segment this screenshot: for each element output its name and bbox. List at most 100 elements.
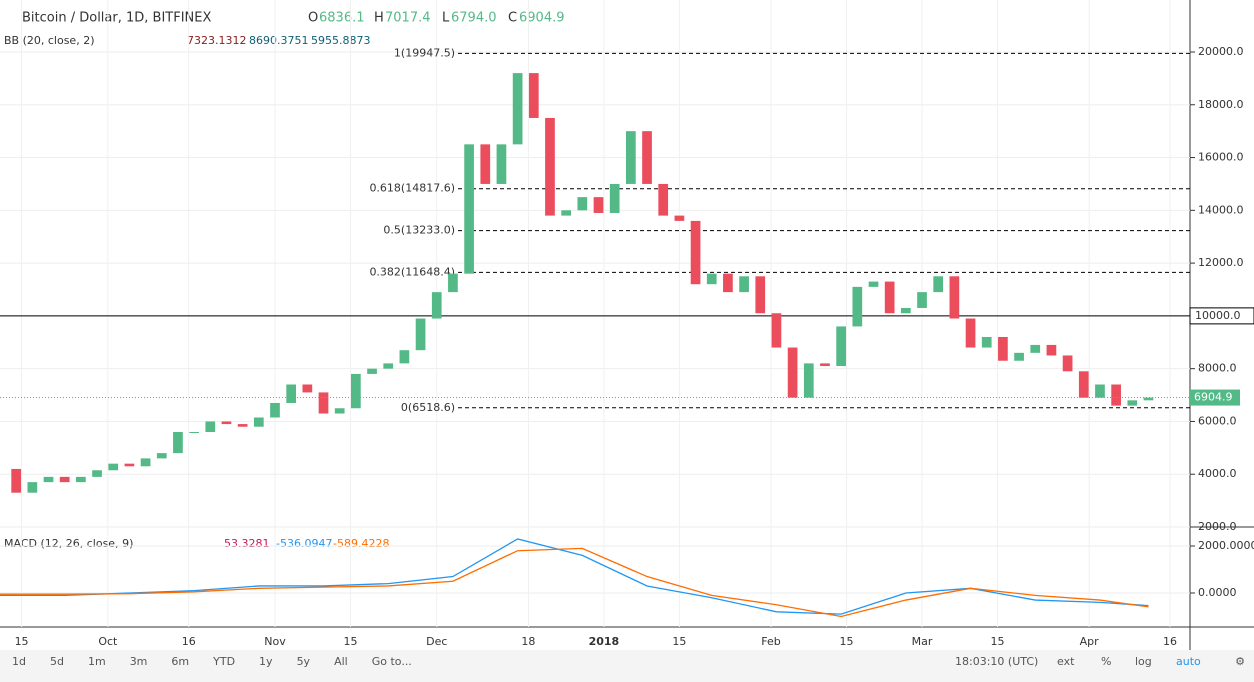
candle (771, 313, 782, 348)
candle (1014, 352, 1024, 361)
candle (431, 292, 442, 319)
option-button[interactable]: % (1101, 655, 1111, 668)
range-button[interactable]: 5d (50, 655, 64, 668)
y-tick-label: 20000.0 (1198, 45, 1244, 58)
ohlc-label: L (442, 11, 450, 26)
candle (528, 73, 539, 118)
y-tick-label: 0.0000 (1198, 586, 1237, 599)
candle (318, 392, 329, 414)
candle (1062, 355, 1073, 372)
ohlc-value: 6836.1 (319, 11, 365, 26)
candle (820, 363, 830, 367)
candle (965, 318, 976, 348)
candle (221, 421, 232, 425)
candle (1095, 384, 1105, 398)
candle (642, 131, 652, 184)
candle (237, 424, 248, 427)
candle (27, 482, 38, 493)
clock: 18:03:10 (UTC) (955, 655, 1038, 668)
symbol-title[interactable]: Bitcoin / Dollar, 1D, BITFINEX (22, 11, 211, 26)
fib-label: 0.5(13233.0) (383, 224, 455, 237)
candle (448, 273, 458, 293)
goto-button[interactable]: Go to... (372, 655, 412, 668)
fib-label: 0.382(11648.4) (369, 265, 455, 278)
candle (173, 431, 183, 454)
candle (561, 210, 572, 216)
indicator-value: 5955.8873 (311, 34, 371, 47)
candle (884, 281, 895, 314)
fib-label: 1(19947.5) (394, 46, 455, 59)
candle (998, 336, 1008, 361)
x-tick-label: 16 (182, 635, 196, 648)
ohlc-label: O (308, 11, 318, 26)
candle (399, 350, 410, 364)
candle (706, 273, 717, 285)
candle (803, 363, 814, 398)
ohlc-label: H (374, 11, 384, 26)
range-button[interactable]: YTD (212, 655, 235, 668)
candle (11, 468, 22, 493)
y-tick-label: 14000.0 (1198, 203, 1244, 216)
candle (1078, 371, 1089, 398)
candle (690, 220, 701, 285)
range-button[interactable]: 1m (88, 655, 106, 668)
range-button[interactable]: 3m (130, 655, 148, 668)
y-tick-label: 8000.0 (1198, 362, 1237, 375)
x-tick-label: 15 (991, 635, 1005, 648)
ohlc-value: 6794.0 (451, 11, 497, 26)
x-tick-label: Apr (1080, 635, 1100, 648)
indicator-label[interactable]: MACD (12, 26, close, 9) (4, 537, 133, 550)
candle (156, 453, 167, 459)
candle (253, 417, 264, 427)
candle (755, 276, 766, 314)
candle (124, 463, 135, 467)
fib-label: 0.618(14817.6) (369, 182, 455, 195)
x-tick-label: 15 (840, 635, 854, 648)
candle (609, 183, 620, 213)
candle (917, 292, 927, 308)
candle (140, 458, 151, 467)
option-button[interactable]: ext (1057, 655, 1075, 668)
y-tick-label: 16000.0 (1198, 151, 1244, 164)
x-tick-label: 2018 (589, 635, 620, 648)
candle (351, 373, 361, 409)
candle (76, 476, 86, 483)
x-tick-label: Mar (912, 635, 933, 648)
candle (593, 197, 604, 213)
settings-icon[interactable]: ⚙ (1235, 655, 1245, 668)
ohlc-value: 6904.9 (519, 11, 565, 26)
x-tick-label: 16 (1163, 635, 1177, 648)
candle (367, 368, 377, 374)
indicator-value: -589.4228 (333, 537, 389, 550)
candle (286, 384, 297, 403)
y-tick-label: 18000.0 (1198, 98, 1244, 111)
candle (1143, 397, 1154, 401)
range-button[interactable]: 5y (297, 655, 311, 668)
candle (108, 463, 119, 471)
candle (1127, 400, 1138, 406)
ohlc-label: C (508, 11, 517, 26)
indicator-value: -536.0947 (276, 537, 332, 550)
option-button[interactable]: log (1135, 655, 1152, 668)
indicator-label[interactable]: BB (20, close, 2) (4, 34, 95, 47)
range-button[interactable]: 6m (171, 655, 189, 668)
range-button[interactable]: 1d (12, 655, 26, 668)
candle (512, 73, 523, 145)
option-button[interactable]: auto (1176, 655, 1201, 668)
candle (787, 347, 798, 398)
candle (658, 183, 669, 216)
bottom-toolbar (0, 650, 1254, 682)
x-tick-label: Oct (98, 635, 118, 648)
candle (496, 144, 507, 184)
price-badge-label: 10000.0 (1195, 309, 1241, 322)
range-button[interactable]: All (334, 655, 348, 668)
candle (189, 431, 199, 433)
candle (933, 276, 944, 293)
range-button[interactable]: 1y (259, 655, 273, 668)
candle (205, 421, 216, 432)
y-tick-label: 2000.0000 (1198, 539, 1254, 552)
indicator-value: 53.3281 (224, 537, 270, 550)
x-tick-label: Dec (426, 635, 447, 648)
x-tick-label: Feb (761, 635, 780, 648)
